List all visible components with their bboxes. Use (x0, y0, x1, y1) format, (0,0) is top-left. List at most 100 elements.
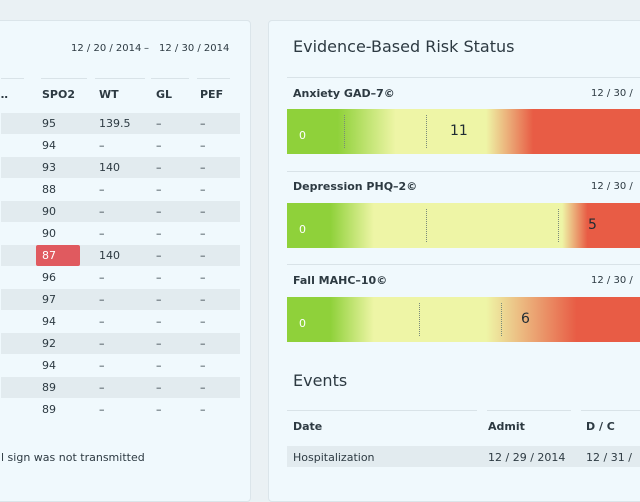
risk-bar-min-label: 0 (299, 129, 306, 142)
column-header-spo2[interactable]: SPO2 (42, 88, 75, 101)
date-range-start: 12 / 20 / 2014 (71, 43, 142, 54)
table-row[interactable]: 94 – – – (1, 135, 240, 156)
table-row[interactable]: 95 139.5 – – (1, 113, 240, 134)
wt-cell: 140 (99, 161, 120, 174)
column-header-partial: … (0, 88, 8, 101)
pef-cell: – (200, 205, 206, 218)
spo2-cell: 94 (42, 315, 56, 328)
wt-cell: – (99, 403, 105, 416)
pef-cell: – (200, 249, 206, 262)
event-admit-date: 12 / 29 / 2014 (488, 451, 566, 464)
table-row[interactable]: 97 – – – (1, 289, 240, 310)
risk-score-depression: 5 (588, 217, 597, 233)
table-row[interactable]: 89 – – – (1, 377, 240, 398)
wt-cell: 139.5 (99, 117, 131, 130)
spo2-cell: 89 (42, 381, 56, 394)
section-divider (287, 77, 640, 78)
events-header-date[interactable]: Date (293, 420, 323, 433)
table-row[interactable]: 88 – – – (1, 179, 240, 200)
threshold-tick (344, 115, 345, 148)
pef-cell: – (200, 381, 206, 394)
pef-cell: – (200, 359, 206, 372)
date-range-separator: – (144, 43, 149, 54)
wt-cell: – (99, 271, 105, 284)
risk-date-depression: 12 / 30 / (591, 181, 633, 192)
wt-cell: – (99, 359, 105, 372)
score-marker-icon (586, 197, 596, 203)
table-row[interactable]: 96 – – – (1, 267, 240, 288)
risk-label-fall: Fall MAHC–10© (293, 274, 388, 287)
pef-cell: – (200, 161, 206, 174)
risk-score-anxiety: 11 (450, 123, 468, 139)
score-marker-icon (453, 103, 463, 109)
wt-cell: – (99, 183, 105, 196)
risk-bar-min-label: 0 (299, 223, 306, 236)
risk-date-fall: 12 / 30 / (591, 275, 633, 286)
score-marker-icon (523, 291, 533, 297)
spo2-alert-value: 87 (42, 249, 56, 262)
risk-bar-depression: 0 5 (287, 197, 640, 248)
risk-score-fall: 6 (521, 311, 530, 327)
wt-cell: 140 (99, 249, 120, 262)
spo2-cell: 93 (42, 161, 56, 174)
table-row[interactable]: 93 140 – – (1, 157, 240, 178)
vitals-panel: 12 / 20 / 2014 – 12 / 30 / 2014 … SPO2 W… (0, 20, 251, 502)
events-header-divider (581, 410, 640, 411)
table-row[interactable]: 92 – – – (1, 333, 240, 354)
header-divider (151, 78, 189, 79)
gl-cell: – (156, 381, 162, 394)
table-row[interactable]: 94 – – – (1, 311, 240, 332)
risk-label-depression: Depression PHQ–2© (293, 180, 418, 193)
pef-cell: – (200, 293, 206, 306)
wt-cell: – (99, 205, 105, 218)
events-header-dc[interactable]: D / C (586, 420, 615, 433)
spo2-cell: 89 (42, 403, 56, 416)
spo2-cell: 88 (42, 183, 56, 196)
spo2-cell: 90 (42, 205, 56, 218)
wt-cell: – (99, 381, 105, 394)
risk-label-anxiety: Anxiety GAD–7© (293, 87, 395, 100)
table-row[interactable]: 90 – – – (1, 223, 240, 244)
events-header-divider (487, 410, 571, 411)
spo2-cell: 94 (42, 359, 56, 372)
table-row[interactable]: 90 – – – (1, 201, 240, 222)
table-row[interactable]: 87 140 – – (1, 245, 240, 266)
risk-bar-fall: 0 6 (287, 291, 640, 342)
threshold-tick (501, 303, 502, 336)
column-header-gl[interactable]: GL (156, 88, 173, 101)
pef-cell: – (200, 271, 206, 284)
spo2-cell: 95 (42, 117, 56, 130)
wt-cell: – (99, 293, 105, 306)
spo2-cell: 90 (42, 227, 56, 240)
events-table-row[interactable] (287, 446, 640, 467)
gl-cell: – (156, 139, 162, 152)
spo2-cell: 97 (42, 293, 56, 306)
column-header-wt[interactable]: WT (99, 88, 119, 101)
risk-bar-min-label: 0 (299, 317, 306, 330)
pef-cell: – (200, 117, 206, 130)
header-divider (95, 78, 145, 79)
date-range-end: 12 / 30 / 2014 (159, 43, 230, 54)
column-header-pef[interactable]: PEF (200, 88, 224, 101)
threshold-tick (419, 303, 420, 336)
gl-cell: – (156, 183, 162, 196)
pef-cell: – (200, 337, 206, 350)
risk-bar-anxiety: 0 11 (287, 103, 640, 154)
wt-cell: – (99, 227, 105, 240)
gl-cell: – (156, 249, 162, 262)
wt-cell: – (99, 315, 105, 328)
spo2-cell: 96 (42, 271, 56, 284)
gl-cell: – (156, 161, 162, 174)
table-row[interactable]: 89 – – – (1, 399, 240, 420)
events-header-admit[interactable]: Admit (488, 420, 525, 433)
gl-cell: – (156, 337, 162, 350)
gl-cell: – (156, 271, 162, 284)
transmission-footnote: l sign was not transmitted (1, 451, 145, 464)
pef-cell: – (200, 183, 206, 196)
events-title: Events (293, 371, 348, 390)
pef-cell: – (200, 403, 206, 416)
gl-cell: – (156, 403, 162, 416)
gl-cell: – (156, 227, 162, 240)
table-row[interactable]: 94 – – – (1, 355, 240, 376)
pef-cell: – (200, 315, 206, 328)
